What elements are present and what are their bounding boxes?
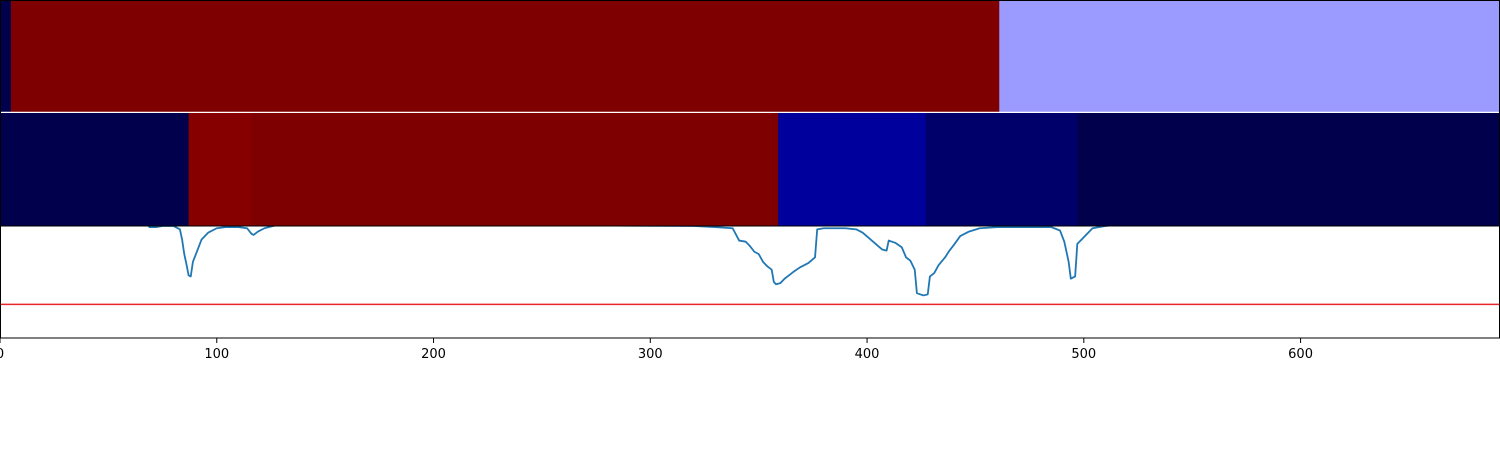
heatmap-segment-1-5 xyxy=(1077,113,1500,226)
heatmap-segment-0-2 xyxy=(999,0,1500,112)
x-tick-label-0: 0 xyxy=(0,347,4,362)
series-line xyxy=(147,226,1115,297)
x-axis: 0 100 200 300 400 500 600 xyxy=(0,338,1313,362)
x-tick-label-200: 200 xyxy=(421,347,446,362)
heatmap-row-middle xyxy=(0,113,1500,226)
heatmap-segment-1-1 xyxy=(188,113,252,226)
x-tick-label-500: 500 xyxy=(1071,347,1096,362)
heatmap-segment-1-3 xyxy=(778,113,927,226)
heatmap-segment-1-4 xyxy=(925,113,1078,226)
heatmap-segment-1-2 xyxy=(251,113,779,226)
heatmap-segment-0-1 xyxy=(10,0,1000,112)
heatmap-row-top xyxy=(0,0,1500,112)
x-tick-label-300: 300 xyxy=(638,347,663,362)
x-tick-label-600: 600 xyxy=(1288,347,1313,362)
x-tick-label-100: 100 xyxy=(204,347,229,362)
line-panel xyxy=(0,226,1500,306)
heatmap-segment-0-0 xyxy=(0,0,12,112)
x-tick-label-400: 400 xyxy=(855,347,880,362)
heatmap-segment-1-0 xyxy=(0,113,190,226)
